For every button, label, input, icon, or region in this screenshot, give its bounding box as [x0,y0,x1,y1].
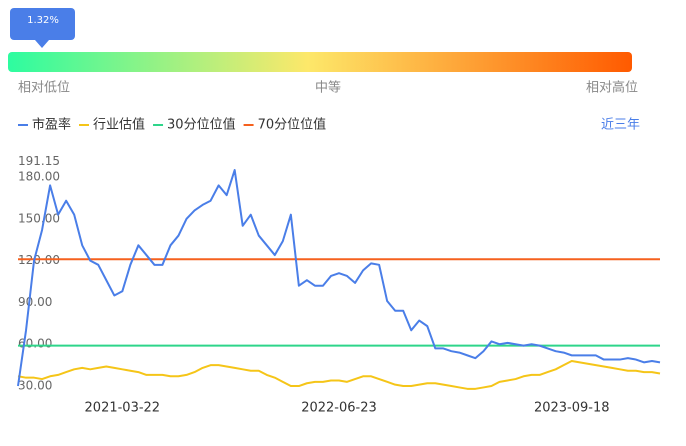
series-line [17,169,661,387]
y-tick-label: 90.00 [18,295,52,309]
y-tick-label: 30.00 [18,379,52,393]
legend-label: 30分位位值 [167,117,236,133]
tooltip-pointer [35,40,49,48]
x-tick-label: 2023-09-18 [534,401,610,416]
x-tick-label: 2021-03-22 [85,401,161,416]
legend-label: 市盈率 [32,117,71,133]
range-button[interactable]: 近三年 [601,118,640,133]
y-tick-label: 150.00 [18,211,60,225]
gauge-low: 相对低位 [18,81,70,96]
y-tick-label: 60.00 [18,337,52,351]
legend-label: 行业估值 [93,117,145,133]
tooltip [10,8,75,40]
y-tick-label: 180.00 [18,170,60,184]
tooltip-text: 1.32% [27,15,59,26]
gauge-bar [8,52,632,72]
legend-label: 70分位位值 [258,117,327,133]
series-line [17,359,661,390]
x-tick-label: 2022-06-23 [301,401,377,416]
gauge-high: 相对高位 [586,80,638,96]
y-tick-label: 191.15 [18,154,60,168]
gauge-mid: 中等 [315,80,341,96]
